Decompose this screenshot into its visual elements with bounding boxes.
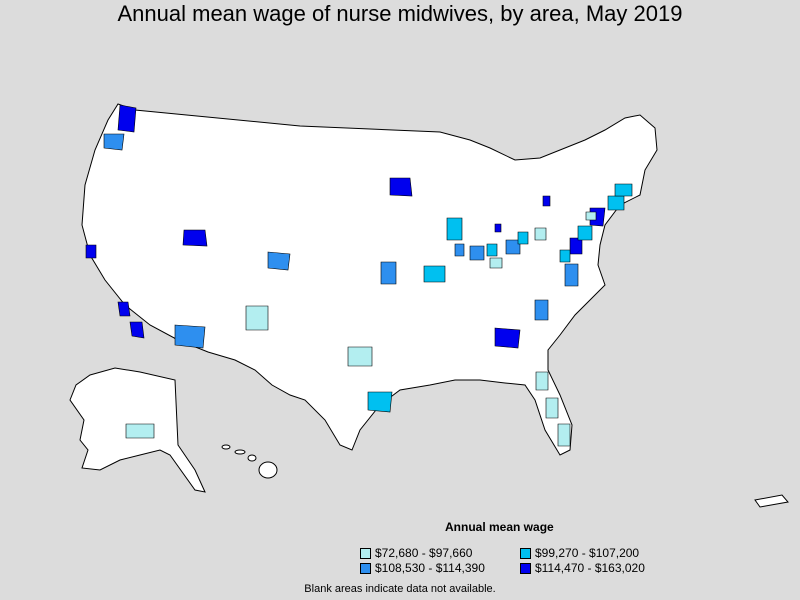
hawaii-islands <box>221 444 278 479</box>
legend-item-low: $72,680 - $97,660 <box>360 546 472 560</box>
legend-item-high: $108,530 - $114,390 <box>360 561 485 575</box>
legend-item-mid: $99,270 - $107,200 <box>520 546 639 560</box>
contiguous-us-shape <box>81 103 658 456</box>
map-title: Annual mean wage of nurse midwives, by a… <box>117 1 683 26</box>
legend-label-high: $108,530 - $114,390 <box>375 561 485 575</box>
footnote: Blank areas indicate data not available. <box>304 583 496 595</box>
legend-swatch-mid <box>520 547 531 559</box>
legend-swatch-highest <box>520 562 531 574</box>
legend-label-low: $72,680 - $97,660 <box>375 546 473 560</box>
legend-item-highest: $114,470 - $163,020 <box>520 561 645 575</box>
legend-label-mid: $99,270 - $107,200 <box>535 546 640 560</box>
puerto-rico-shape <box>754 494 789 508</box>
regions-mid <box>367 183 633 413</box>
regions-highest <box>85 104 606 349</box>
legend-swatch-high <box>360 562 371 574</box>
legend-label-highest: $114,470 - $163,020 <box>535 561 645 575</box>
legend-title: Annual mean wage <box>445 520 554 534</box>
regions-high <box>103 133 579 349</box>
regions-low <box>125 211 597 447</box>
legend-swatch-low <box>360 547 371 559</box>
